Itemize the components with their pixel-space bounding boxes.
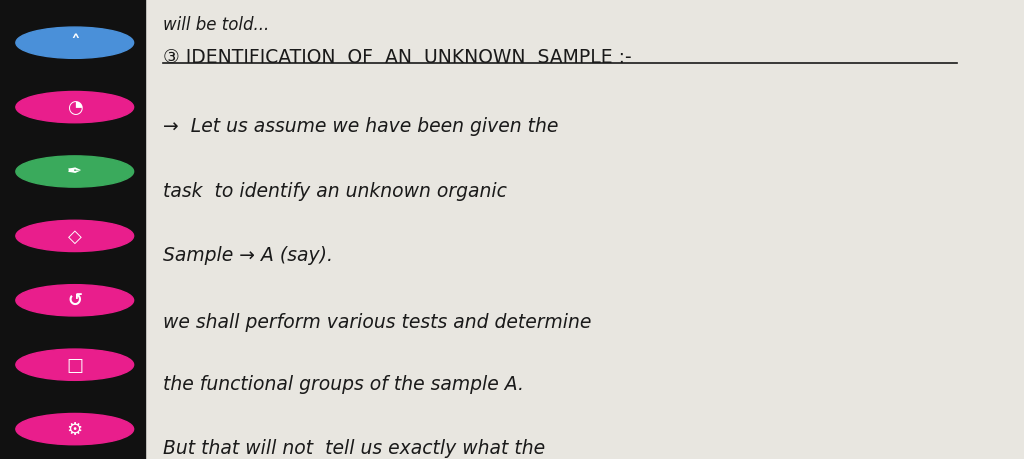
Ellipse shape bbox=[16, 349, 133, 381]
Text: ◇: ◇ bbox=[68, 227, 82, 246]
Ellipse shape bbox=[16, 28, 133, 59]
Ellipse shape bbox=[16, 157, 133, 188]
Text: ⚙: ⚙ bbox=[67, 420, 83, 438]
Text: ˄: ˄ bbox=[70, 34, 80, 53]
Text: But that will not  tell us exactly what the: But that will not tell us exactly what t… bbox=[163, 438, 545, 457]
Text: will be told...: will be told... bbox=[163, 16, 269, 34]
Bar bbox=[0, 0, 145, 459]
Ellipse shape bbox=[16, 285, 133, 316]
Text: □: □ bbox=[67, 356, 83, 374]
Text: ↺: ↺ bbox=[68, 291, 82, 310]
Ellipse shape bbox=[16, 221, 133, 252]
Text: ③ IDENTIFICATION  OF  AN  UNKNOWN  SAMPLE :-: ③ IDENTIFICATION OF AN UNKNOWN SAMPLE :- bbox=[163, 48, 632, 67]
Text: ◔: ◔ bbox=[67, 99, 83, 117]
Text: the functional groups of the sample A.: the functional groups of the sample A. bbox=[163, 374, 524, 393]
Text: Sample → A (say).: Sample → A (say). bbox=[163, 246, 333, 264]
Ellipse shape bbox=[16, 92, 133, 123]
Text: task  to identify an unknown organic: task to identify an unknown organic bbox=[163, 181, 507, 200]
Text: we shall perform various tests and determine: we shall perform various tests and deter… bbox=[163, 312, 592, 331]
Text: ✒: ✒ bbox=[68, 163, 82, 181]
Ellipse shape bbox=[16, 414, 133, 445]
Text: →  Let us assume we have been given the: → Let us assume we have been given the bbox=[163, 117, 558, 136]
